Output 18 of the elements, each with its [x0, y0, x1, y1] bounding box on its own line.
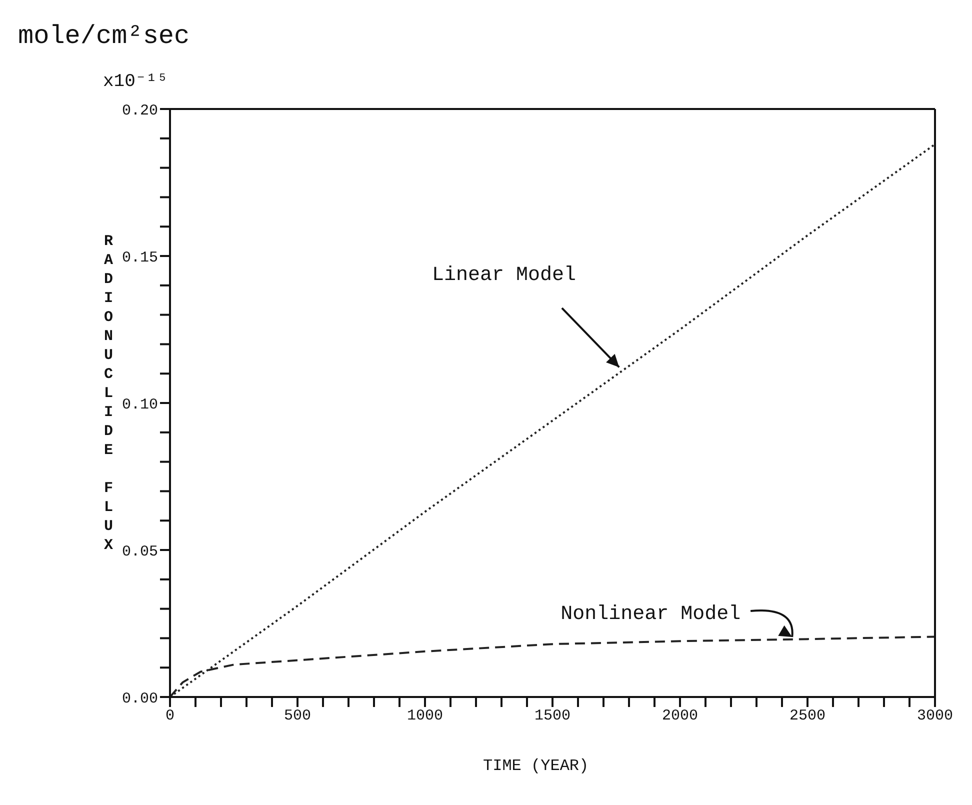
x-tick-label: 0 [165, 708, 175, 725]
y-tick-label: 0.15 [122, 249, 158, 266]
text: mole/cm²sec [18, 21, 190, 51]
x-tick-label: 3000 [916, 708, 954, 725]
y-axis-title: RADIONUCLIDE FLUX [100, 232, 117, 556]
x-tick-label: 2500 [789, 708, 826, 725]
annotation: Nonlinear Model [560, 602, 741, 626]
annotation: Linear Model [432, 264, 576, 288]
x-tick-label: 2000 [662, 708, 698, 725]
x-tick-label: 500 [284, 708, 312, 725]
y-tick-label: 0.20 [122, 102, 158, 120]
x-tick-label: 1000 [406, 708, 444, 725]
text: x10⁻¹⁵ [103, 72, 168, 92]
y-tick-label: 0.00 [122, 690, 158, 708]
y-tick-label: 0.05 [122, 543, 158, 560]
x-tick-label: 1500 [534, 708, 571, 725]
x-axis-title: TIME (YEAR) [483, 757, 589, 775]
y-tick-label: 0.10 [122, 396, 158, 414]
